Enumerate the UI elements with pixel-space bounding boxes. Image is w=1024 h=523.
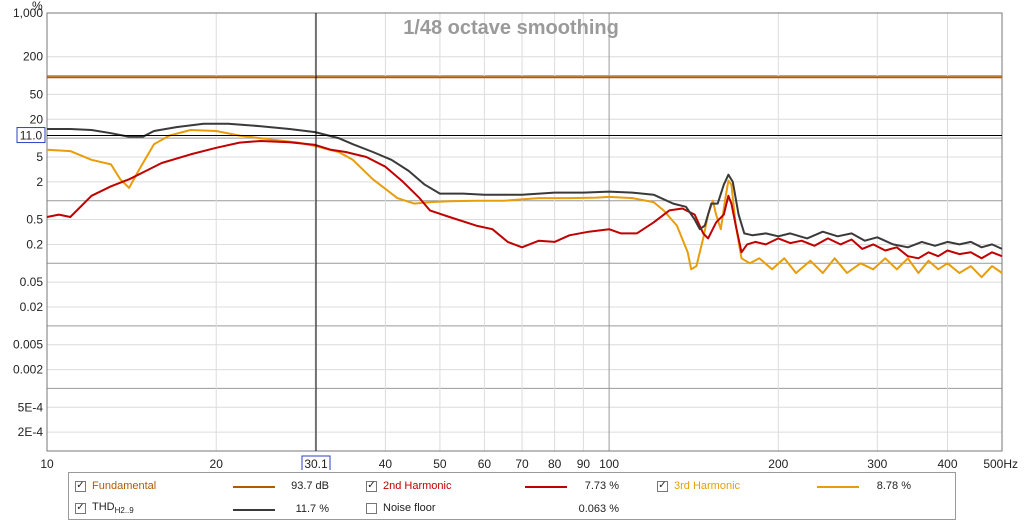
y-unit-label: % xyxy=(32,0,43,13)
legend-label-thd-sub: H2..9 xyxy=(114,506,134,516)
legend-swatch-2nd-harmonic xyxy=(525,486,567,488)
legend-item-fundamental[interactable]: ✓ Fundamental xyxy=(75,477,156,495)
y-tick-label: 20 xyxy=(30,112,44,126)
y-tick-label: 0.05 xyxy=(20,275,44,289)
cursor-y-label: 11.0 xyxy=(20,129,43,143)
noise-floor-checkbox[interactable] xyxy=(366,502,377,514)
legend-item-3rd-harmonic[interactable]: ✓ 3rd Harmonic xyxy=(657,477,740,495)
y-tick-label: 200 xyxy=(23,50,43,64)
y-tick-label: 5E-4 xyxy=(18,400,44,414)
cursor-layer[interactable]: 30.1 11.0 xyxy=(16,13,1002,470)
legend-swatch-3rd-harmonic xyxy=(817,486,859,488)
legend-value-noise-floor: 0.063 % xyxy=(578,503,619,515)
series-line-2nd-harmonic xyxy=(46,140,1003,260)
x-tick-label: 40 xyxy=(379,457,393,470)
legend-value-2nd-harmonic: 7.73 % xyxy=(584,480,619,492)
grid xyxy=(46,12,1003,452)
x-tick-label: 400 xyxy=(938,457,958,470)
y-tick-label: 2 xyxy=(36,175,43,189)
legend-label-3rd-harmonic: 3rd Harmonic xyxy=(674,480,741,492)
x-tick-label: 50 xyxy=(433,457,447,470)
y-tick-label: 0.5 xyxy=(26,213,43,227)
x-tick-label: 70 xyxy=(515,457,529,470)
cursor-x-box[interactable] xyxy=(301,455,331,470)
fundamental-checkbox[interactable]: ✓ xyxy=(75,480,86,492)
cursor-x-label: 30.1 xyxy=(304,457,328,470)
x-tick-label: 80 xyxy=(548,457,562,470)
x-tick-label: 10 xyxy=(40,457,54,470)
legend-item-thd[interactable]: ✓ THDH2..9 xyxy=(75,499,134,517)
x-tick-label: 20 xyxy=(210,457,224,470)
tick-labels: 1,000 200 50 20 5 2 0.5 0.2 0.05 0.02 0.005 0.002 5E… xyxy=(13,6,1018,470)
thd-checkbox[interactable]: ✓ xyxy=(75,502,86,514)
plot-frame xyxy=(46,12,1003,452)
y-tick-label: 0.005 xyxy=(13,338,43,352)
legend-label-noise-floor: Noise floor xyxy=(383,502,436,514)
y-tick-label: 0.2 xyxy=(26,237,43,251)
legend-label-thd: THDH2..9 xyxy=(92,500,134,516)
y-tick-label: 50 xyxy=(30,87,44,101)
legend-item-noise-floor[interactable]: Noise floor xyxy=(366,499,436,517)
legend: ✓ Fundamental 93.7 dB ✓ 2nd Harmonic 7.7… xyxy=(68,472,956,520)
series-line-3rd-harmonic xyxy=(46,129,1003,279)
x-tick-label: 200 xyxy=(768,457,788,470)
legend-item-2nd-harmonic[interactable]: ✓ 2nd Harmonic xyxy=(366,477,451,495)
x-tick-label: 300 xyxy=(867,457,887,470)
series-line-thd xyxy=(47,122,1003,250)
legend-label-fundamental: Fundamental xyxy=(92,480,157,492)
x-tick-label: 500Hz xyxy=(983,457,1018,470)
legend-label-2nd-harmonic: 2nd Harmonic xyxy=(383,480,452,492)
legend-value-thd: 11.7 % xyxy=(295,503,329,515)
2nd-harmonic-checkbox[interactable]: ✓ xyxy=(366,480,377,492)
legend-value-3rd-harmonic: 8.78 % xyxy=(876,480,911,492)
x-tick-label: 90 xyxy=(577,457,591,470)
legend-value-fundamental: 93.7 dB xyxy=(291,480,329,492)
cursor-y-box[interactable] xyxy=(16,127,46,144)
y-tick-label: 0.002 xyxy=(13,363,43,377)
y-tick-label: 5 xyxy=(36,150,43,164)
y-tick-label: 0.02 xyxy=(20,300,44,314)
chart-title: 1/48 octave smoothing xyxy=(403,17,619,39)
3rd-harmonic-checkbox[interactable]: ✓ xyxy=(657,480,668,492)
y-tick-label: 2E-4 xyxy=(18,425,44,439)
x-tick-label: 60 xyxy=(478,457,492,470)
y-tick-label: 1,000 xyxy=(13,6,43,20)
x-tick-label: 100 xyxy=(599,457,619,470)
legend-swatch-thd xyxy=(233,509,275,511)
legend-swatch-fundamental xyxy=(233,486,275,488)
series-layer xyxy=(46,76,1003,279)
chart[interactable]: 30.1 11.0 1,000 200 50 20 5 2 0.5 0.2 0.05 0.02 0.0… xyxy=(0,0,1024,470)
